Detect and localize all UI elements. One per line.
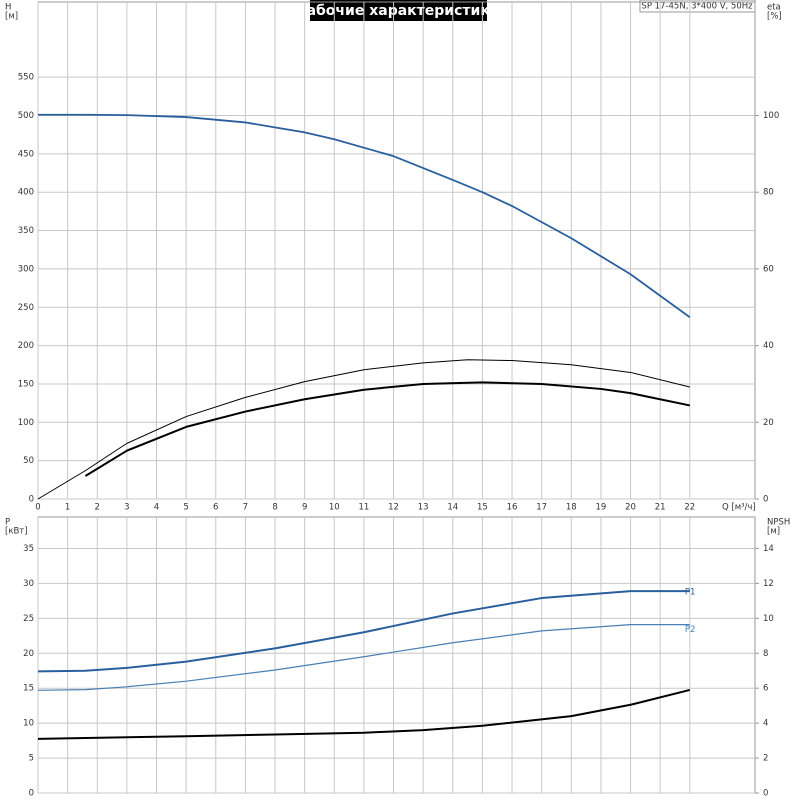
y2-tick-label: 14 xyxy=(763,544,774,554)
y-tick-label: 400 xyxy=(18,188,34,198)
y-tick-label: 450 xyxy=(18,149,34,159)
y2-axis-label: eta xyxy=(767,3,781,13)
y2-tick-label: 100 xyxy=(763,111,779,121)
series-line xyxy=(37,688,691,740)
series-line xyxy=(38,113,691,318)
series-line xyxy=(37,359,690,500)
y-axis-label: H xyxy=(5,3,11,13)
y2-tick-label: 2 xyxy=(763,754,768,764)
y2-tick-label: 8 xyxy=(763,649,768,659)
y2-tick-label: 12 xyxy=(763,579,774,589)
x-tick-label: 11 xyxy=(358,503,369,513)
y2-tick-label: 60 xyxy=(763,264,774,274)
x-tick-label: 17 xyxy=(536,503,547,513)
y-tick-label: 100 xyxy=(18,418,34,428)
chart-subtitle: SP 17-45N, 3*400 V, 50Hz xyxy=(641,2,753,12)
y-tick-label: 20 xyxy=(23,649,34,659)
series-label: P1 xyxy=(685,588,696,598)
y2-tick-label: 10 xyxy=(763,614,774,624)
x-tick-label: 8 xyxy=(272,503,277,513)
x-tick-label: 20 xyxy=(625,503,636,513)
x-tick-label: 15 xyxy=(477,503,488,513)
x-tick-label: 14 xyxy=(447,503,458,513)
x-tick-label: 7 xyxy=(243,503,248,513)
y2-tick-label: 0 xyxy=(763,789,768,799)
y2-axis-unit: [м] xyxy=(767,527,780,537)
y-tick-label: 350 xyxy=(18,226,34,236)
chart-title: Рабочие характеристики xyxy=(296,3,499,19)
y-tick-label: 50 xyxy=(23,456,34,466)
y-tick-label: 200 xyxy=(18,341,34,351)
y-tick-label: 300 xyxy=(18,264,34,274)
y-tick-label: 35 xyxy=(23,544,34,554)
y-axis-unit: [м] xyxy=(5,12,18,22)
title-box xyxy=(310,0,487,21)
y-tick-label: 30 xyxy=(23,579,34,589)
y2-tick-label: 6 xyxy=(763,684,768,694)
y-tick-label: 10 xyxy=(23,719,34,729)
series-line xyxy=(84,381,691,477)
y-tick-label: 15 xyxy=(23,684,34,694)
y2-tick-label: 4 xyxy=(763,719,768,729)
plot-area xyxy=(37,516,756,794)
y-tick-label: 0 xyxy=(29,495,34,505)
y2-axis-label: NPSH xyxy=(767,518,790,528)
y-tick-label: 5 xyxy=(29,754,34,764)
x-tick-label: 12 xyxy=(388,503,399,513)
x-tick-label: 10 xyxy=(329,503,340,513)
y2-tick-label: 40 xyxy=(763,341,774,351)
y-tick-label: 25 xyxy=(23,614,34,624)
x-tick-label: 3 xyxy=(124,503,129,513)
y2-tick-label: 20 xyxy=(763,418,774,428)
series-line xyxy=(37,624,690,691)
plot-area xyxy=(37,1,756,500)
y2-tick-label: 0 xyxy=(763,495,768,505)
x-tick-label: 21 xyxy=(655,503,666,513)
y-axis-label: P xyxy=(5,518,10,528)
x-tick-label: 0 xyxy=(35,503,40,513)
x-tick-label: 19 xyxy=(596,503,607,513)
y-tick-label: 0 xyxy=(29,789,34,799)
y-axis-unit: [кВт] xyxy=(5,527,28,537)
x-tick-label: 13 xyxy=(418,503,429,513)
x-tick-label: 2 xyxy=(95,503,100,513)
y2-axis-unit: [%] xyxy=(767,12,782,22)
x-tick-label: 9 xyxy=(302,503,307,513)
y-tick-label: 550 xyxy=(18,73,34,83)
x-tick-label: 5 xyxy=(183,503,188,513)
x-tick-label: 18 xyxy=(566,503,577,513)
x-tick-label: 1 xyxy=(65,503,70,513)
x-axis-label: Q [м³/ч] xyxy=(722,503,756,513)
series-line xyxy=(37,590,690,673)
x-tick-label: 16 xyxy=(507,503,518,513)
x-tick-label: 4 xyxy=(154,503,159,513)
x-tick-label: 6 xyxy=(213,503,218,513)
x-tick-label: 22 xyxy=(684,503,695,513)
y-tick-label: 500 xyxy=(18,111,34,121)
y-tick-label: 150 xyxy=(18,379,34,389)
y2-tick-label: 80 xyxy=(763,188,774,198)
series-label: P2 xyxy=(685,625,696,635)
y-tick-label: 250 xyxy=(18,303,34,313)
